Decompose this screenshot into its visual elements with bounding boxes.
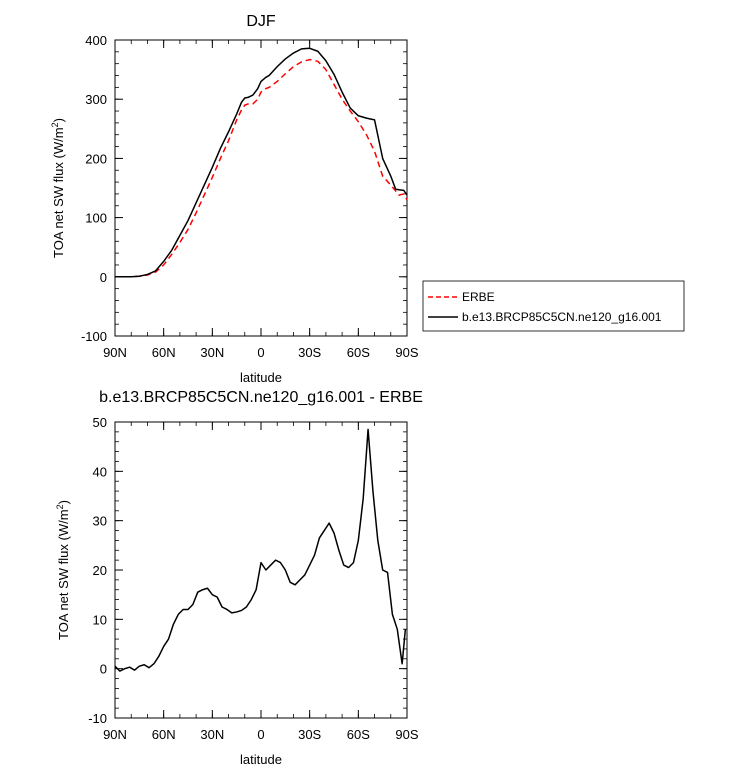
top-x-tick-label: 60N (152, 345, 176, 360)
top-y-axis-label-sup: 2 (50, 122, 60, 127)
top-plot-frame (114, 39, 408, 337)
bottom-y-axis-label-sup: 2 (55, 504, 65, 509)
bottom-y-tick-label: 10 (93, 612, 107, 627)
top-y-axis-label-close: ) (51, 118, 66, 122)
top-y-tick-label: 0 (100, 270, 107, 285)
top-y-axis-label: TOA net SW flux (W/m2) (50, 118, 66, 258)
bottom-x-tick-label: 60S (347, 727, 370, 742)
top-x-axis-label: latitude (240, 370, 282, 385)
top-series-line-1 (115, 47, 408, 278)
bottom-x-tick-label: 90N (103, 727, 127, 742)
bottom-series-line-0 (114, 428, 407, 672)
bottom-x-tick-label: 90S (395, 727, 418, 742)
bottom-y-tick-label: 30 (93, 514, 107, 529)
top-x-tick-label: 30S (298, 345, 321, 360)
bottom-y-tick-label: -10 (88, 711, 107, 726)
top-x-tick-label: 0 (257, 345, 264, 360)
top-y-tick-label: 400 (85, 33, 107, 48)
bottom-y-tick-labels: -10 0 10 20 30 40 50 (88, 415, 107, 726)
legend-box (422, 280, 685, 332)
bottom-chart-title: b.e13.BRCP85C5CN.ne120_g16.001 - ERBE (99, 389, 423, 406)
legend-label-model: b.e13.BRCP85C5CN.ne120_g16.001 (462, 310, 662, 324)
bottom-y-tick-label: 40 (93, 464, 107, 479)
bottom-plot-frame (114, 421, 408, 719)
top-series-line-0 (115, 58, 408, 278)
bottom-panel: b.e13.BRCP85C5CN.ne120_g16.001 - ERBE -1… (55, 389, 423, 767)
legend: ERBE b.e13.BRCP85C5CN.ne120_g16.001 (422, 280, 685, 332)
top-y-tick-label: -100 (81, 329, 107, 344)
bottom-y-tick-label: 0 (100, 662, 107, 677)
top-y-tick-label: 100 (85, 211, 107, 226)
bottom-y-axis-label: TOA net SW flux (W/m2) (55, 500, 71, 640)
top-y-tick-labels: -100 0 100 200 300 400 (81, 33, 107, 344)
bottom-y-axis-label-main: TOA net SW flux (W/m (56, 509, 71, 640)
top-y-axis-label-main: TOA net SW flux (W/m (51, 127, 66, 258)
bottom-ticks (114, 421, 408, 719)
bottom-x-tick-labels: 90N 60N 30N 0 30S 60S 90S (103, 727, 419, 742)
bottom-x-tick-label: 60N (152, 727, 176, 742)
top-x-tick-label: 90N (103, 345, 127, 360)
top-x-tick-label: 30N (200, 345, 224, 360)
top-ticks (114, 39, 408, 337)
bottom-x-tick-label: 0 (257, 727, 264, 742)
bottom-series-group (114, 428, 407, 672)
bottom-y-tick-label: 50 (93, 415, 107, 430)
bottom-x-tick-label: 30S (298, 727, 321, 742)
top-x-tick-label: 90S (395, 345, 418, 360)
top-x-tick-labels: 90N 60N 30N 0 30S 60S 90S (103, 345, 419, 360)
top-y-tick-label: 200 (85, 151, 107, 166)
bottom-x-tick-label: 30N (200, 727, 224, 742)
top-chart-title: DJF (246, 13, 276, 30)
legend-label-erbe: ERBE (462, 290, 495, 304)
bottom-x-axis-label: latitude (240, 752, 282, 767)
bottom-y-axis-label-close: ) (56, 500, 71, 504)
top-y-tick-label: 300 (85, 92, 107, 107)
top-x-tick-label: 60S (347, 345, 370, 360)
bottom-y-tick-label: 20 (93, 563, 107, 578)
top-series-group (115, 47, 408, 278)
